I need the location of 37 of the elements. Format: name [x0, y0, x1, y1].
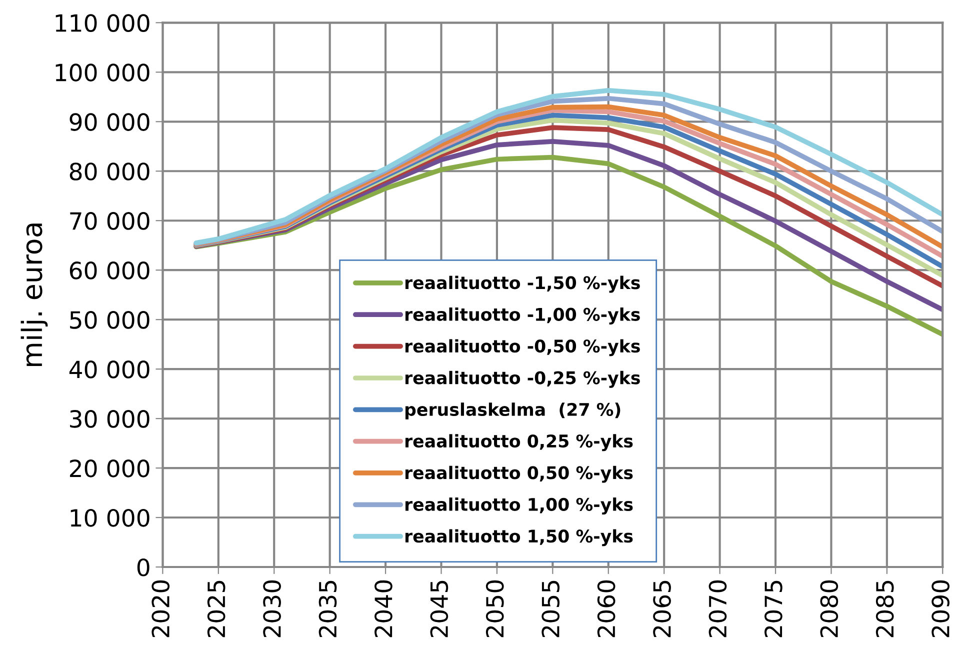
x-tick-label: 2060 [597, 580, 616, 638]
y-tick-label: 60 000 [70, 262, 150, 280]
y-tick-label: 90 000 [70, 113, 150, 131]
legend-label: reaalituotto 1,00 %-yks [405, 498, 633, 514]
x-tick-label: 2045 [430, 580, 448, 638]
x-tick-label: 2025 [207, 580, 226, 638]
legend-label: reaalituotto 1,50 %-yks [405, 529, 633, 546]
legend-label: reaalituotto 0,25 %-yks [405, 434, 633, 452]
x-tick-label: 2035 [318, 580, 337, 638]
legend-label: reaalituotto -1,00 %-yks [405, 308, 640, 324]
y-tick-label: 110 000 [56, 14, 150, 32]
legend-label: reaalituotto -0,25 %-yks [405, 370, 640, 388]
x-tick-label: 2090 [932, 580, 950, 638]
x-tick-label: 2040 [374, 580, 392, 638]
x-tick-label: 2055 [542, 580, 560, 638]
x-tick-label: 2080 [820, 580, 838, 638]
x-tick-label: 2070 [708, 580, 727, 638]
y-tick-label: 70 000 [70, 212, 150, 230]
x-tick-label: 2020 [152, 580, 170, 638]
y-tick-label: 100 000 [56, 64, 150, 82]
x-tick-label: 2050 [486, 580, 504, 638]
legend-label: reaalituotto -0,50 %-yks [405, 339, 640, 356]
y-tick-label: 20 000 [70, 459, 150, 478]
legend-label: reaalituotto -1,50 %-yks [405, 276, 640, 293]
x-tick-label: 2030 [263, 580, 281, 638]
y-tick-label: 80 000 [70, 162, 150, 180]
y-tick-label: 10 000 [70, 508, 150, 527]
y-tick-label: 40 000 [69, 360, 150, 378]
legend-label: reaalituotto 0,50 %-yks [405, 466, 633, 483]
legend-label: peruslaskelma (27 %) [405, 402, 620, 420]
y-tick-label: 0 [137, 558, 150, 576]
x-tick-label: 2075 [764, 580, 782, 638]
x-tick-label: 2065 [653, 580, 671, 638]
y-tick-label: 30 000 [70, 410, 150, 428]
x-tick-label: 2085 [876, 580, 894, 638]
y-tick-label: 50 000 [70, 311, 150, 329]
y-axis-title: milj. euroa [20, 224, 48, 366]
